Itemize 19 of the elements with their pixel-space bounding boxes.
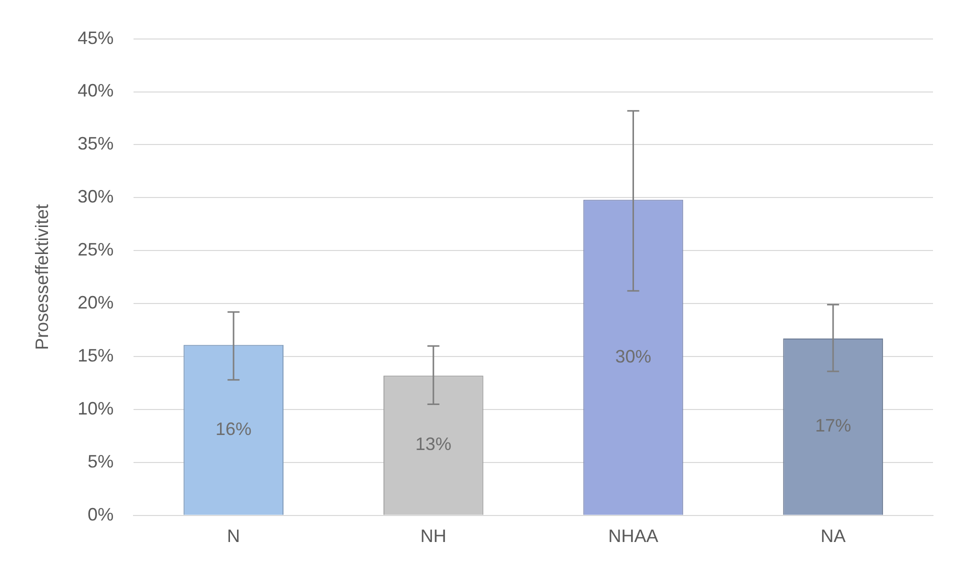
y-tick-label: 40% bbox=[78, 80, 114, 101]
y-tick-label: 5% bbox=[88, 451, 114, 472]
y-tick-label: 45% bbox=[78, 28, 114, 48]
x-tick-label: NH bbox=[420, 526, 446, 546]
x-tick-label: NA bbox=[820, 526, 846, 546]
y-tick-label: 35% bbox=[78, 134, 114, 154]
data-label: 30% bbox=[615, 346, 652, 366]
data-label: 17% bbox=[815, 416, 852, 436]
data-label: 13% bbox=[415, 434, 452, 454]
y-tick-label: 10% bbox=[78, 398, 114, 418]
y-tick-label: 25% bbox=[78, 240, 114, 260]
y-tick-label: 20% bbox=[78, 292, 114, 313]
y-axis-title: Prosesseffektivitet bbox=[32, 204, 52, 350]
x-tick-label: N bbox=[227, 526, 240, 546]
y-tick-label: 0% bbox=[88, 504, 114, 524]
x-tick-label: NHAA bbox=[608, 526, 658, 546]
data-label: 16% bbox=[216, 418, 252, 439]
y-tick-label: 30% bbox=[78, 186, 114, 207]
y-tick-label: 15% bbox=[78, 346, 114, 366]
